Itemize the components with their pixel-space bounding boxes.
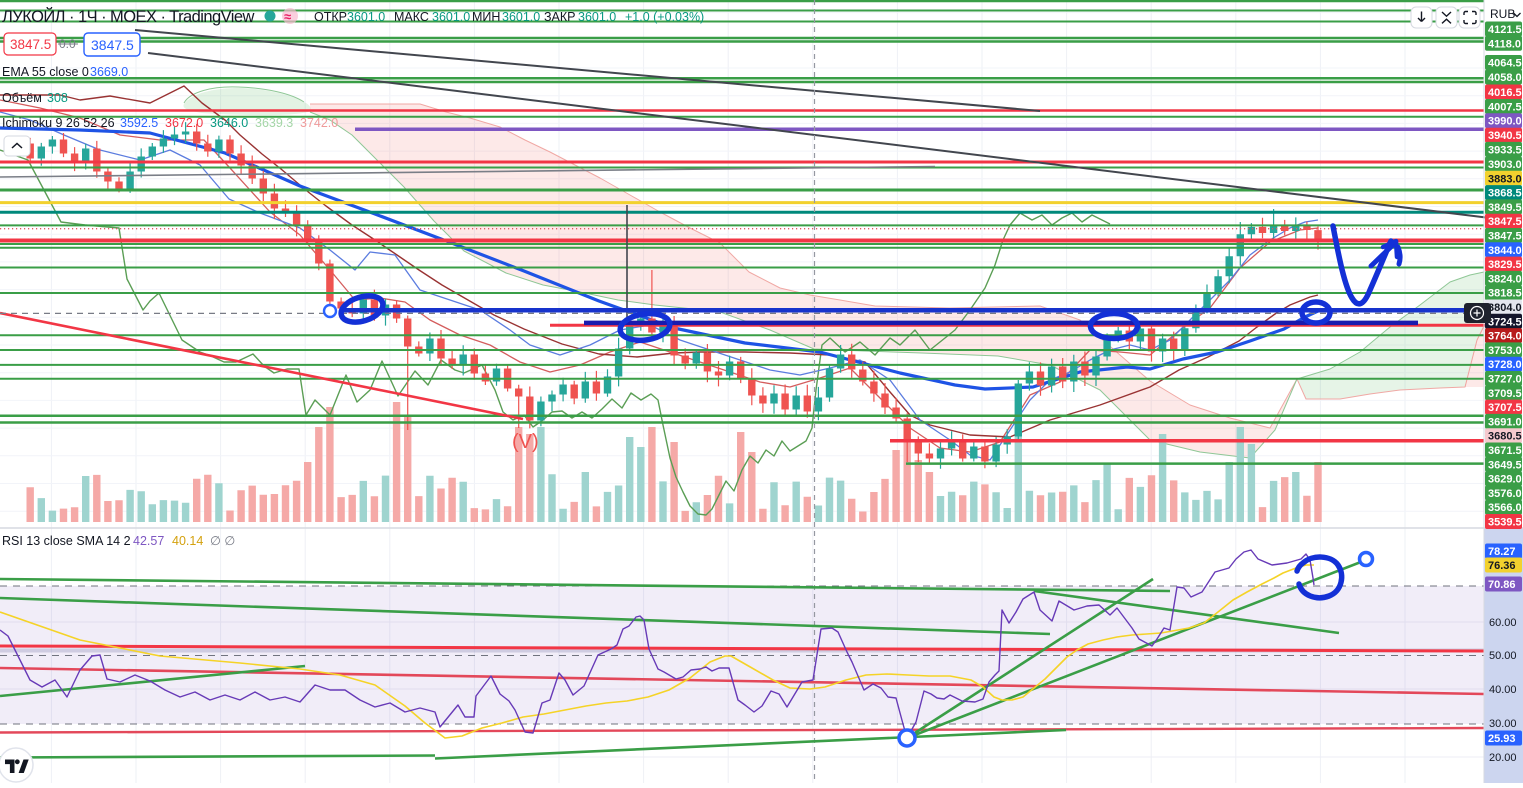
- svg-text:25.93: 25.93: [1488, 733, 1516, 745]
- svg-text:3868.5: 3868.5: [1488, 188, 1522, 200]
- svg-text:40.00: 40.00: [1489, 684, 1517, 696]
- svg-text:3649.5: 3649.5: [1488, 459, 1522, 471]
- svg-text:3671.5: 3671.5: [1488, 445, 1522, 457]
- svg-text:3847.5: 3847.5: [1488, 216, 1522, 228]
- svg-text:EMA 55 close 0: EMA 55 close 0: [2, 65, 89, 79]
- svg-text:ЛУКОЙЛ · 1Ч · MOEX · TradingVi: ЛУКОЙЛ · 1Ч · MOEX · TradingView: [2, 7, 255, 26]
- svg-text:4064.5: 4064.5: [1488, 58, 1522, 70]
- svg-text:40.14: 40.14: [172, 534, 203, 548]
- svg-text:3539.5: 3539.5: [1488, 517, 1522, 529]
- svg-text:3646.0: 3646.0: [210, 116, 248, 130]
- svg-text:76.36: 76.36: [1488, 560, 1516, 572]
- svg-text:70.86: 70.86: [1488, 579, 1516, 591]
- svg-text:3940.5: 3940.5: [1488, 130, 1522, 142]
- svg-text:3728.0: 3728.0: [1488, 359, 1522, 371]
- svg-text:4016.5: 4016.5: [1488, 87, 1522, 99]
- svg-text:3576.0: 3576.0: [1488, 488, 1522, 500]
- svg-text:3844.0: 3844.0: [1488, 245, 1522, 257]
- svg-text:RUB: RUB: [1490, 7, 1515, 21]
- svg-text:4058.0: 4058.0: [1488, 72, 1522, 84]
- svg-text:308: 308: [47, 91, 68, 105]
- svg-text:3724.5: 3724.5: [1488, 316, 1522, 328]
- svg-text:3566.0: 3566.0: [1488, 502, 1522, 514]
- svg-text:30.00: 30.00: [1489, 718, 1517, 730]
- svg-text:3847.5: 3847.5: [1488, 231, 1522, 243]
- svg-text:3707.5: 3707.5: [1488, 402, 1522, 414]
- svg-text:3933.5: 3933.5: [1488, 144, 1522, 156]
- svg-text:4121.5: 4121.5: [1488, 24, 1522, 36]
- svg-text:3903.0: 3903.0: [1488, 159, 1522, 171]
- svg-text:50.00: 50.00: [1489, 650, 1517, 662]
- svg-text:78.27: 78.27: [1488, 546, 1516, 558]
- svg-text:+1.0 (+0.03%): +1.0 (+0.03%): [625, 10, 704, 24]
- svg-text:60.00: 60.00: [1489, 617, 1517, 629]
- svg-text:Ichimoku 9 26 52 26: Ichimoku 9 26 52 26: [2, 116, 115, 130]
- svg-text:ОТКР: ОТКР: [314, 10, 347, 24]
- svg-text:3629.0: 3629.0: [1488, 474, 1522, 486]
- svg-text:3680.5: 3680.5: [1488, 431, 1522, 443]
- svg-text:∅ ∅: ∅ ∅: [210, 534, 235, 548]
- svg-text:3753.0: 3753.0: [1488, 345, 1522, 357]
- svg-text:3742.0: 3742.0: [300, 116, 338, 130]
- svg-text:3639.3: 3639.3: [255, 116, 293, 130]
- svg-text:3601.0: 3601.0: [432, 10, 470, 24]
- svg-text:42.57: 42.57: [133, 534, 164, 548]
- svg-text:3847.5: 3847.5: [10, 37, 51, 52]
- svg-text:3990.0: 3990.0: [1488, 116, 1522, 128]
- svg-text:3709.5: 3709.5: [1488, 388, 1522, 400]
- svg-text:4118.0: 4118.0: [1488, 38, 1521, 50]
- svg-text:Объём: Объём: [2, 91, 42, 105]
- svg-text:(V): (V): [512, 431, 539, 453]
- svg-text:ЗАКР: ЗАКР: [544, 10, 576, 24]
- svg-text:3601.0: 3601.0: [578, 10, 616, 24]
- svg-text:3727.0: 3727.0: [1488, 374, 1522, 386]
- svg-text:3804.0: 3804.0: [1488, 302, 1522, 314]
- svg-text:3601.0: 3601.0: [347, 10, 385, 24]
- svg-text:3849.5: 3849.5: [1488, 202, 1522, 214]
- svg-text:3824.0: 3824.0: [1488, 273, 1522, 285]
- svg-text:3764.0: 3764.0: [1488, 331, 1522, 343]
- svg-text:3672.0: 3672.0: [165, 116, 203, 130]
- svg-text:≈: ≈: [284, 9, 291, 24]
- svg-text:RSI 13 close SMA 14 2: RSI 13 close SMA 14 2: [2, 534, 131, 548]
- svg-text:20.00: 20.00: [1489, 752, 1517, 764]
- svg-text:3691.0: 3691.0: [1488, 416, 1522, 428]
- svg-text:3601.0: 3601.0: [502, 10, 540, 24]
- svg-text:3592.5: 3592.5: [120, 116, 158, 130]
- svg-text:3669.0: 3669.0: [90, 65, 128, 79]
- svg-text:3818.5: 3818.5: [1488, 288, 1522, 300]
- svg-text:3829.5: 3829.5: [1488, 259, 1522, 271]
- svg-text:МИН: МИН: [472, 10, 500, 24]
- svg-text:4007.5: 4007.5: [1488, 102, 1522, 114]
- svg-text:3883.0: 3883.0: [1488, 173, 1522, 185]
- svg-text:3847.5: 3847.5: [91, 37, 134, 53]
- svg-text:МАКС: МАКС: [394, 10, 429, 24]
